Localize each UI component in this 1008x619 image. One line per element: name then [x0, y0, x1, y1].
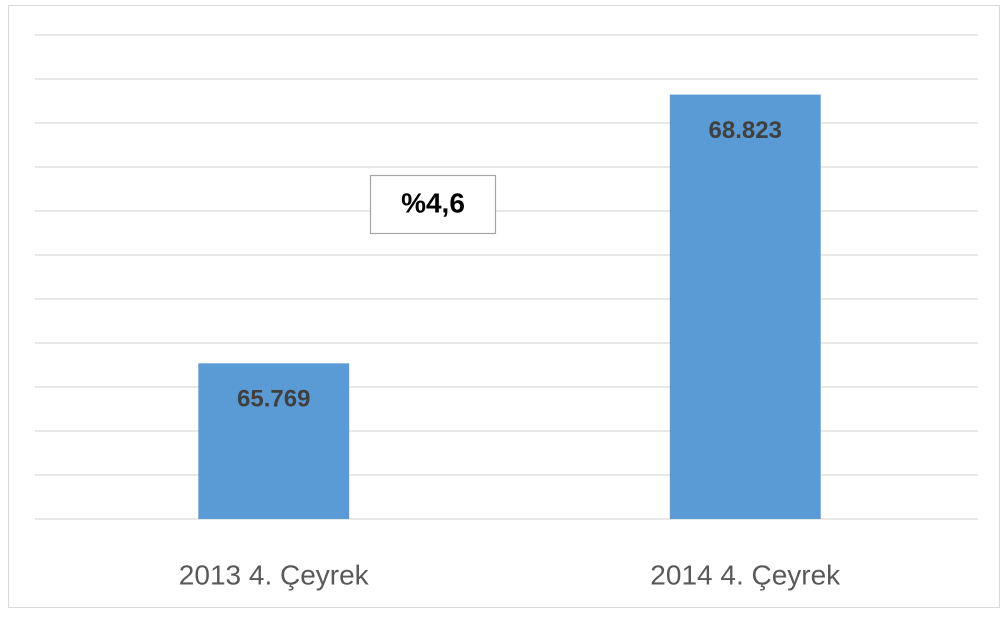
- annotation-box: [369, 174, 497, 235]
- x-tick-label: 2014 4. Çeyrek: [650, 559, 841, 590]
- bar: [198, 363, 350, 519]
- value-label: 68.823: [709, 117, 782, 144]
- x-tick-label: 2013 4. Çeyrek: [179, 559, 370, 590]
- bar: [669, 94, 821, 520]
- chart-frame: [8, 5, 1000, 608]
- value-label: 65.769: [237, 386, 310, 413]
- annotation: %4,6: [401, 187, 465, 218]
